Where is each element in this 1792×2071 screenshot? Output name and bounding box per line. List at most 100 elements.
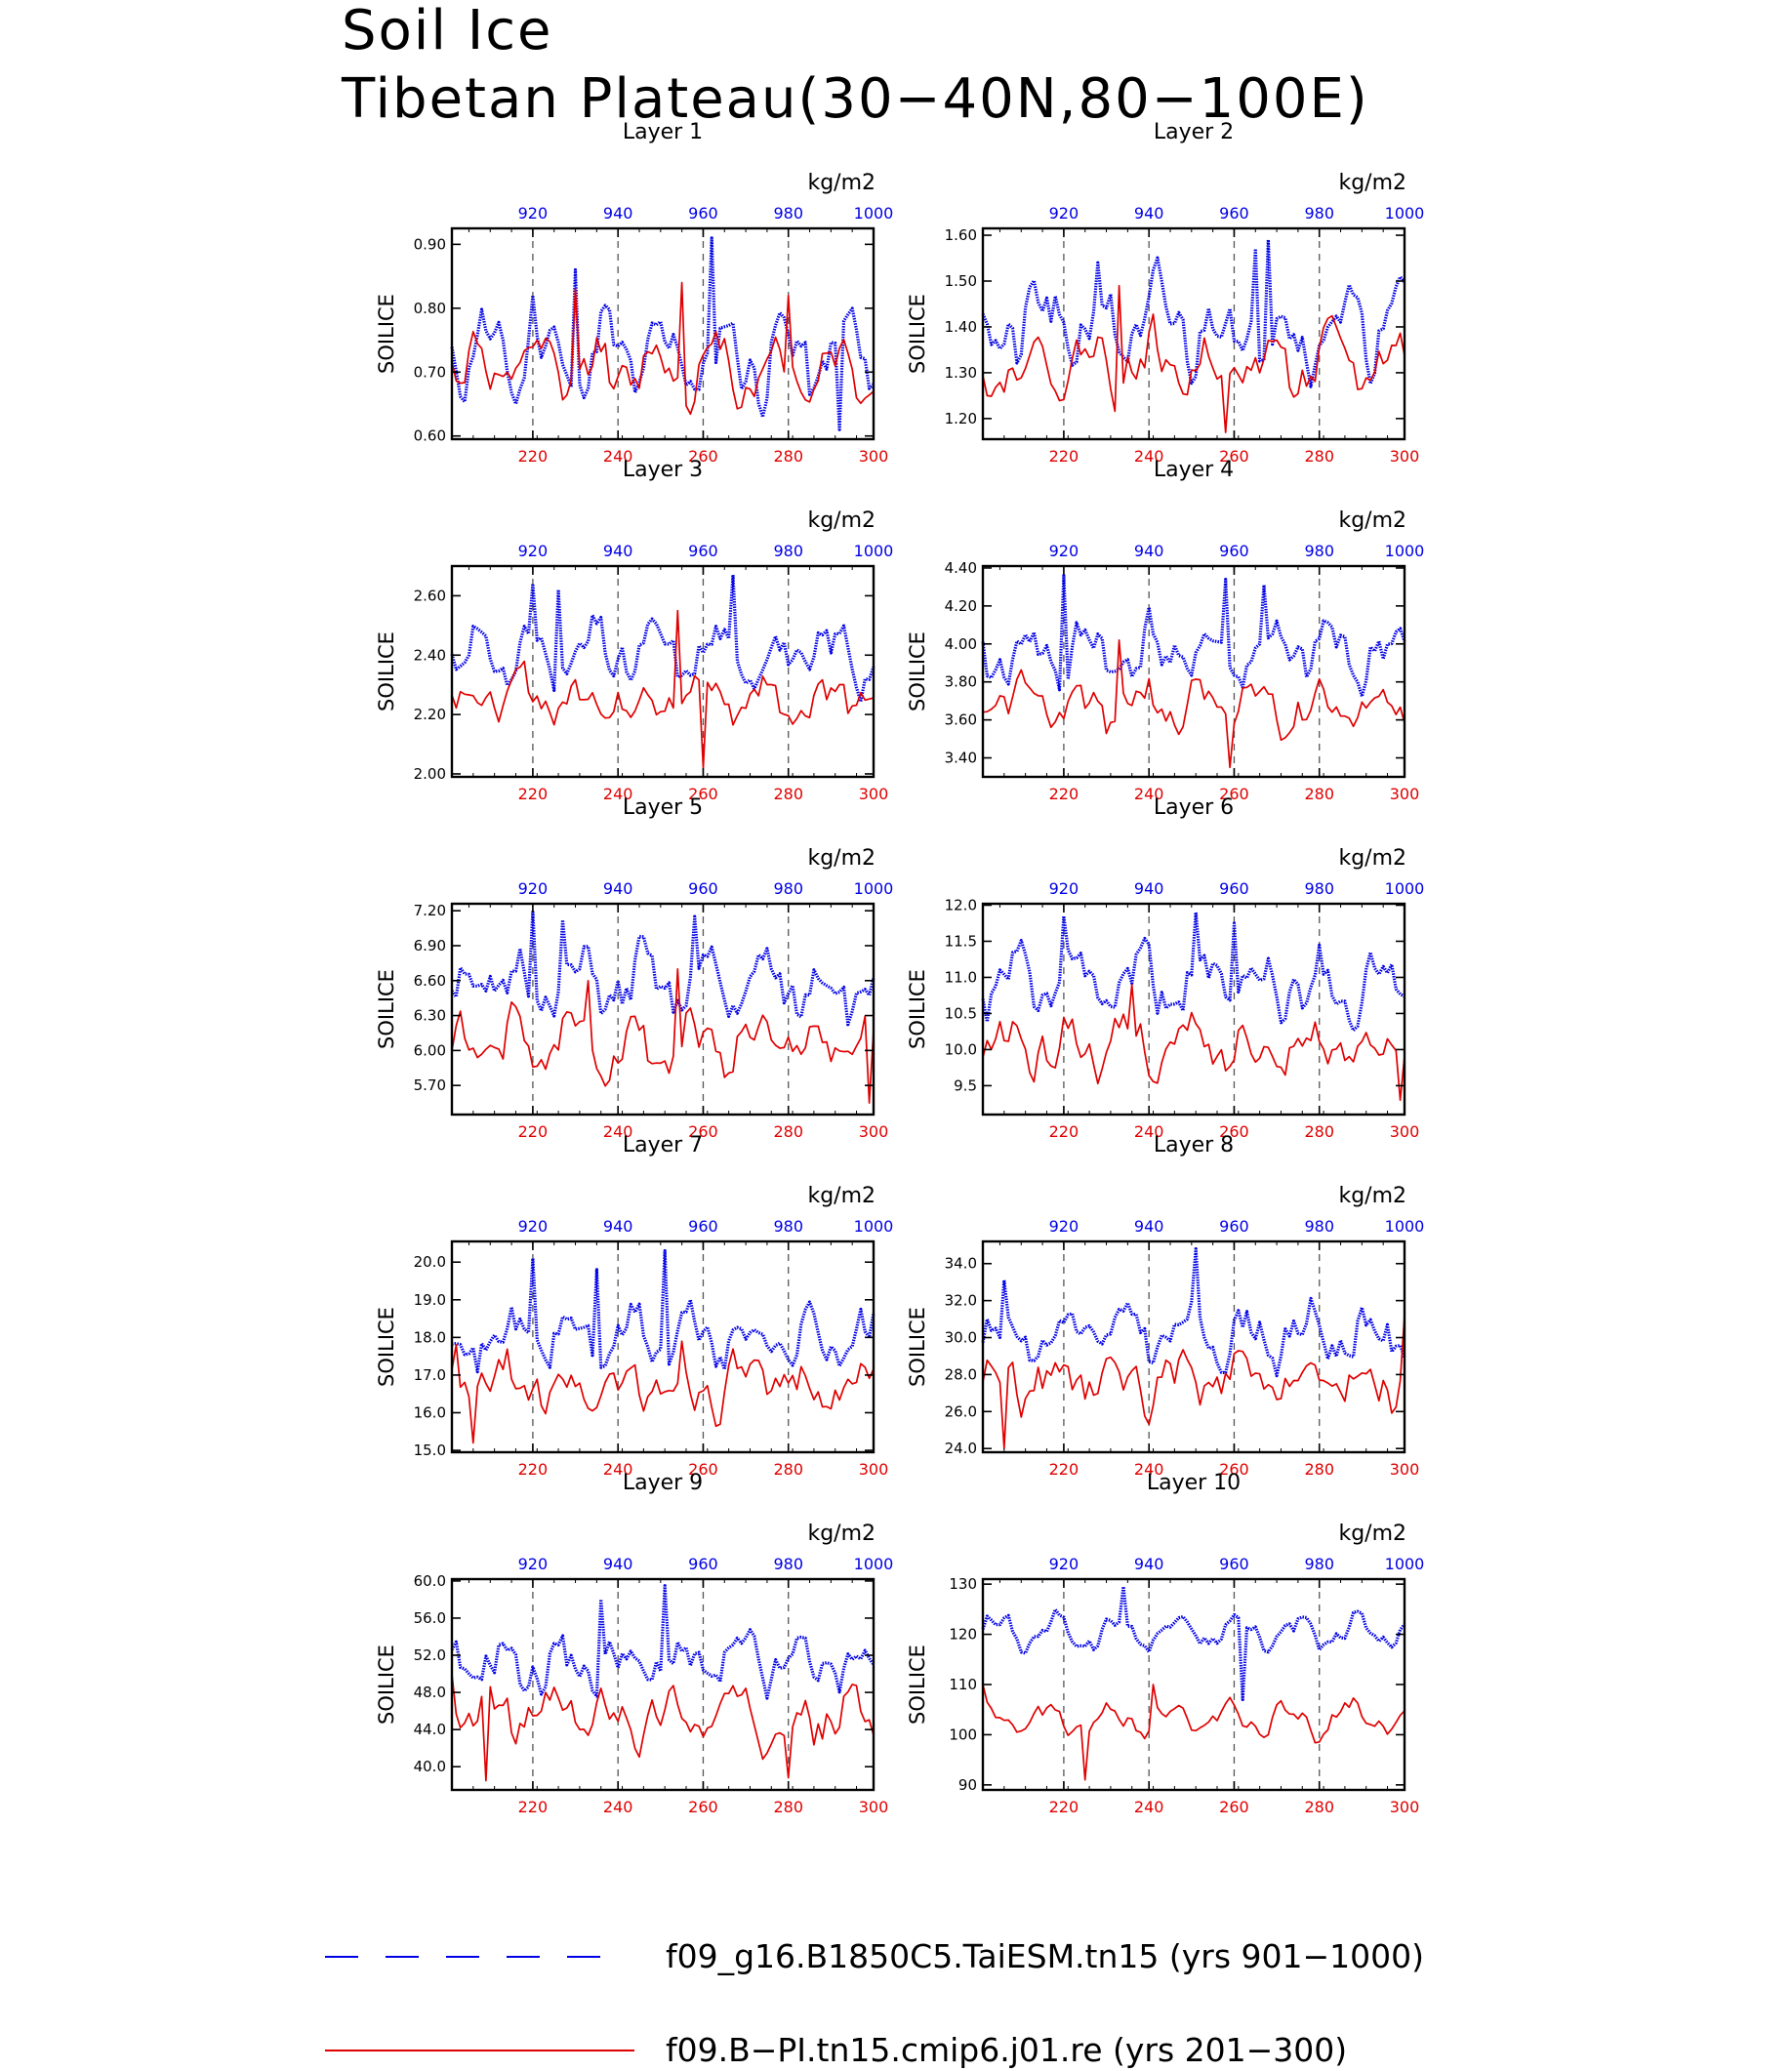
x-tick-label-top: 960 <box>1219 1555 1249 1573</box>
series-line-cmip6 <box>982 284 1405 433</box>
y-tick-label: 4.00 <box>945 635 977 653</box>
series-line-taiesm <box>450 1584 876 1700</box>
x-tick-label-bottom: 300 <box>1390 1460 1420 1479</box>
x-tick-label-top: 940 <box>1134 879 1164 898</box>
x-tick-label-bottom: 240 <box>1134 1460 1164 1479</box>
x-tick-label-bottom: 280 <box>1304 1122 1334 1141</box>
x-tick-label-bottom: 280 <box>773 447 803 466</box>
x-tick-label-top: 920 <box>1049 542 1079 560</box>
series-line-taiesm <box>450 573 876 704</box>
x-tick-label-bottom: 280 <box>773 1122 803 1141</box>
series-line-taiesm <box>450 236 876 431</box>
x-tick-label-bottom: 280 <box>773 785 803 803</box>
panel-layer-5: Layer 5 kg/m2 SOILICE 5.70 6.00 6.30 6.60 6.90 7… <box>375 795 893 1141</box>
panel-layer-9: Layer 9 kg/m2 SOILICE 40.0 44.0 48.0 52.0 56.0 6… <box>375 1471 893 1816</box>
x-tick-label-top: 940 <box>603 204 633 223</box>
x-tick-label-top: 940 <box>603 1217 633 1236</box>
x-tick-label-bottom: 280 <box>1304 1460 1334 1479</box>
y-tick-label: 90 <box>958 1776 977 1794</box>
x-tick-label-bottom: 220 <box>518 1460 549 1479</box>
y-tick-label: 1.20 <box>945 410 977 427</box>
series-line-cmip6 <box>451 967 875 1104</box>
series-line-taiesm <box>450 909 876 1027</box>
x-tick-label-bottom: 220 <box>1049 785 1079 803</box>
legend-label-top: f09_g16.B1850C5.TaiESM.tn15 (yrs 901−100… <box>666 1937 1424 1975</box>
y-tick-label: 60.0 <box>414 1572 446 1590</box>
x-tick-label-bottom: 280 <box>1304 785 1334 803</box>
x-tick-label-top: 940 <box>603 542 633 560</box>
x-tick-label-top: 980 <box>773 542 803 560</box>
panels-grid: Layer 1 kg/m2 SOILICE 0.60 0.70 0.80 0.90 220 24… <box>375 120 1424 1816</box>
y-tick-label: 16.0 <box>414 1404 446 1422</box>
panel-title: Layer 6 <box>1154 795 1234 820</box>
x-tick-label-bottom: 280 <box>1304 1798 1334 1816</box>
units-label: kg/m2 <box>807 846 876 871</box>
x-tick-label-top: 980 <box>1304 542 1334 560</box>
x-tick-label-top: 1000 <box>854 542 894 560</box>
x-tick-label-bottom: 220 <box>518 785 549 803</box>
x-tick-label-bottom: 280 <box>773 1460 803 1479</box>
y-axis-label: SOILICE <box>906 631 929 711</box>
series-line-taiesm <box>981 911 1405 1033</box>
units-label: kg/m2 <box>1338 1522 1406 1546</box>
x-tick-label-bottom: 260 <box>1219 1460 1249 1479</box>
y-tick-label: 1.60 <box>945 226 977 244</box>
y-axis-label: SOILICE <box>375 969 398 1049</box>
panel-layer-2: Layer 2 kg/m2 SOILICE 1.20 1.30 1.40 1.50 1.60 2… <box>906 120 1424 466</box>
x-tick-label-top: 920 <box>518 879 549 898</box>
series-line-cmip6 <box>451 281 875 416</box>
y-tick-label: 6.60 <box>414 972 446 990</box>
y-tick-label: 7.20 <box>414 902 446 919</box>
panel-title: Layer 10 <box>1147 1471 1241 1495</box>
series-line-taiesm <box>451 1249 876 1374</box>
y-tick-label: 2.40 <box>414 646 446 664</box>
panel-title: Layer 9 <box>623 1471 703 1495</box>
x-tick-label-top: 1000 <box>854 879 894 898</box>
y-tick-label: 26.0 <box>945 1402 977 1420</box>
series-line-cmip6 <box>982 983 1405 1102</box>
y-tick-label: 0.80 <box>414 300 446 317</box>
x-tick-label-bottom: 280 <box>773 1798 803 1816</box>
y-tick-label: 44.0 <box>414 1721 446 1738</box>
y-tick-label: 3.60 <box>945 711 977 729</box>
x-tick-label-bottom: 260 <box>1219 447 1249 466</box>
x-tick-label-top: 980 <box>1304 879 1334 898</box>
x-tick-label-bottom: 240 <box>603 447 633 466</box>
y-tick-label: 52.0 <box>414 1646 446 1664</box>
panel-layer-3: Layer 3 kg/m2 SOILICE 2.00 2.20 2.40 2.60 220 24… <box>375 458 893 803</box>
x-tick-label-bottom: 220 <box>1049 1460 1079 1479</box>
x-tick-label-top: 980 <box>773 879 803 898</box>
series-line-cmip6 <box>451 609 875 769</box>
units-label: kg/m2 <box>807 1184 876 1208</box>
y-axis-label: SOILICE <box>906 1645 929 1725</box>
y-tick-label: 6.30 <box>414 1007 446 1025</box>
plot-frame <box>981 564 1406 779</box>
x-tick-label-bottom: 260 <box>688 1122 718 1141</box>
x-tick-label-bottom: 220 <box>518 447 549 466</box>
series-line-cmip6 <box>982 639 1405 769</box>
x-tick-label-bottom: 300 <box>1390 785 1420 803</box>
y-tick-label: 3.40 <box>945 750 977 767</box>
x-tick-label-top: 960 <box>1219 1217 1249 1236</box>
x-tick-label-top: 980 <box>1304 204 1334 223</box>
x-tick-label-top: 960 <box>1219 542 1249 560</box>
x-tick-label-bottom: 240 <box>603 785 633 803</box>
x-tick-label-top: 1000 <box>1385 1555 1425 1573</box>
y-tick-label: 2.20 <box>414 706 446 723</box>
units-label: kg/m2 <box>807 171 876 195</box>
x-tick-label-top: 940 <box>1134 1555 1164 1573</box>
series-line-cmip6 <box>451 1674 875 1782</box>
x-tick-label-top: 1000 <box>854 1217 894 1236</box>
x-tick-label-top: 920 <box>1049 204 1079 223</box>
y-tick-label: 24.0 <box>945 1440 977 1457</box>
x-tick-label-bottom: 260 <box>1219 1798 1249 1816</box>
y-tick-label: 9.5 <box>954 1076 977 1094</box>
y-tick-label: 17.0 <box>414 1366 446 1384</box>
x-tick-label-bottom: 260 <box>688 1798 718 1816</box>
x-tick-label-top: 960 <box>688 542 718 560</box>
x-tick-label-bottom: 260 <box>688 785 718 803</box>
y-axis-label: SOILICE <box>375 631 398 711</box>
x-tick-label-bottom: 300 <box>859 1460 889 1479</box>
units-label: kg/m2 <box>1338 508 1406 533</box>
